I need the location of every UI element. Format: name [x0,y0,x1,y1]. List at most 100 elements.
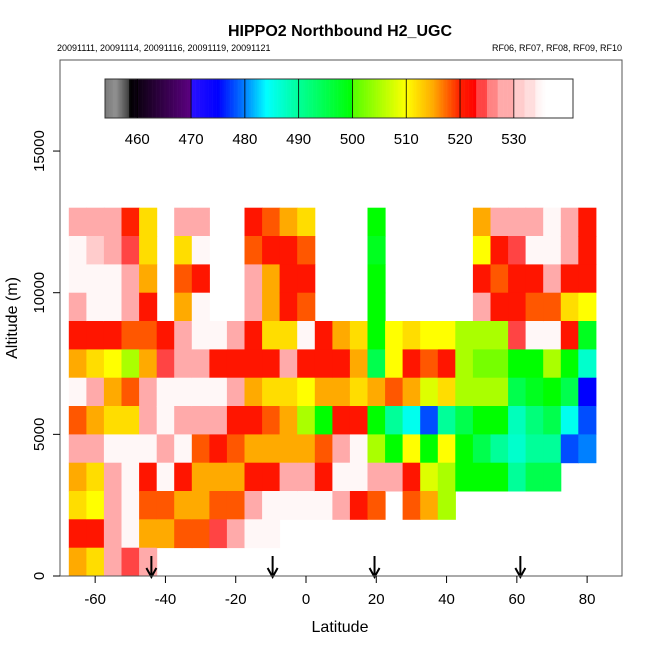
x-tick-label: 40 [438,591,455,608]
colorbar-swatch [295,79,298,118]
colorbar-swatch [326,79,329,118]
colorbar-swatch [465,79,468,118]
heatmap-cell [367,292,386,322]
heatmap-cell [455,462,474,492]
colorbar-swatch [375,79,377,118]
heatmap-cell [191,207,210,237]
heatmap-cell [578,406,597,435]
colorbar-swatch [158,79,161,118]
heatmap-cell [437,462,456,492]
colorbar-swatch [212,79,215,118]
colorbar-swatch [551,79,554,118]
heatmap-cell [191,519,210,549]
colorbar-swatch [481,79,484,118]
colorbar-swatch [418,79,420,118]
heatmap-cell [402,349,421,379]
colorbar-swatch [423,79,426,118]
y-tick-label: 5000 [31,418,48,451]
colorbar-swatch [395,79,398,118]
colorbar-swatch [546,79,548,118]
heatmap-cell [560,207,579,237]
heatmap-cell [121,349,140,379]
heatmap-cell [174,349,193,379]
colorbar-swatch [164,79,166,118]
heatmap-cell [68,491,87,520]
heatmap-cell [103,547,122,577]
colorbar-swatch [336,79,338,118]
heatmap-cell [543,292,562,322]
colorbar-swatch [490,79,493,118]
colorbar-swatch [351,79,353,118]
colorbar-swatch [196,79,199,118]
colorbar-swatch [300,79,302,118]
heatmap-cell [332,377,351,407]
heatmap-cell [455,321,474,350]
heatmap-cell [121,207,140,237]
heatmap-cell [139,264,158,294]
colorbar-swatch [421,79,423,118]
colorbar-swatch [485,79,488,118]
heatmap-cell [367,264,386,294]
colorbar-swatch [363,79,365,118]
heatmap-cell [174,434,193,464]
colorbar-swatch [208,79,211,118]
colorbar-swatch [262,79,264,118]
colorbar-swatch [499,79,501,118]
colorbar-swatch [333,79,336,118]
heatmap-cell [68,321,87,350]
colorbar-swatch [286,79,289,118]
colorbar-swatch [456,79,458,118]
colorbar-swatch [263,79,266,118]
colorbar-swatch [297,79,299,118]
colorbar-swatch [250,79,252,118]
colorbar-swatch [486,79,489,118]
heatmap-cell [139,292,158,322]
colorbar-swatch [243,79,246,118]
colorbar-swatch [173,79,176,118]
heatmap-cell [314,434,333,464]
colorbar-swatch [516,79,519,118]
colorbar-swatch [439,79,442,118]
heatmap-cell [332,406,351,435]
colorbar-swatch [337,79,340,118]
colorbar-swatch [348,79,351,118]
heatmap-cell [367,207,386,237]
colorbar-swatch [248,79,251,118]
heatmap-cell [209,434,228,464]
heatmap-cell [103,519,122,549]
heatmap-cell [314,406,333,435]
colorbar-swatch [548,79,551,118]
colorbar-swatch [540,79,543,118]
colorbar-swatch [137,79,139,118]
heatmap-cell [279,491,298,520]
colorbar-swatch [451,79,454,118]
heatmap-cell [490,264,509,294]
colorbar-swatch [403,79,406,118]
heatmap-cell [279,406,298,435]
colorbar-swatch [567,79,570,118]
heatmap-cell [402,434,421,464]
heatmap-cell [103,377,122,407]
colorbar-swatch [213,79,216,118]
colorbar-swatch [544,79,547,118]
colorbar-swatch [310,79,313,118]
colorbar-swatch [141,79,143,118]
colorbar-swatch [473,79,476,118]
colorbar-swatch [538,79,540,118]
y-axis-label: Altitude (m) [4,277,21,359]
colorbar-swatch [357,79,360,118]
heatmap-cell [156,462,175,492]
colorbar-frame [104,78,574,119]
colorbar-swatch [199,79,201,118]
colorbar-swatch [203,79,205,118]
heatmap-cell [420,377,439,407]
heatmap-cell [578,236,597,265]
heatmap-cell [349,349,368,379]
colorbar-swatch [114,79,117,118]
colorbar-swatch [256,79,259,118]
heatmap-cell [560,236,579,265]
colorbar-swatch [321,79,324,118]
heatmap-cell [578,321,597,350]
colorbar-swatch [170,79,173,118]
colorbar-swatch [560,79,563,118]
